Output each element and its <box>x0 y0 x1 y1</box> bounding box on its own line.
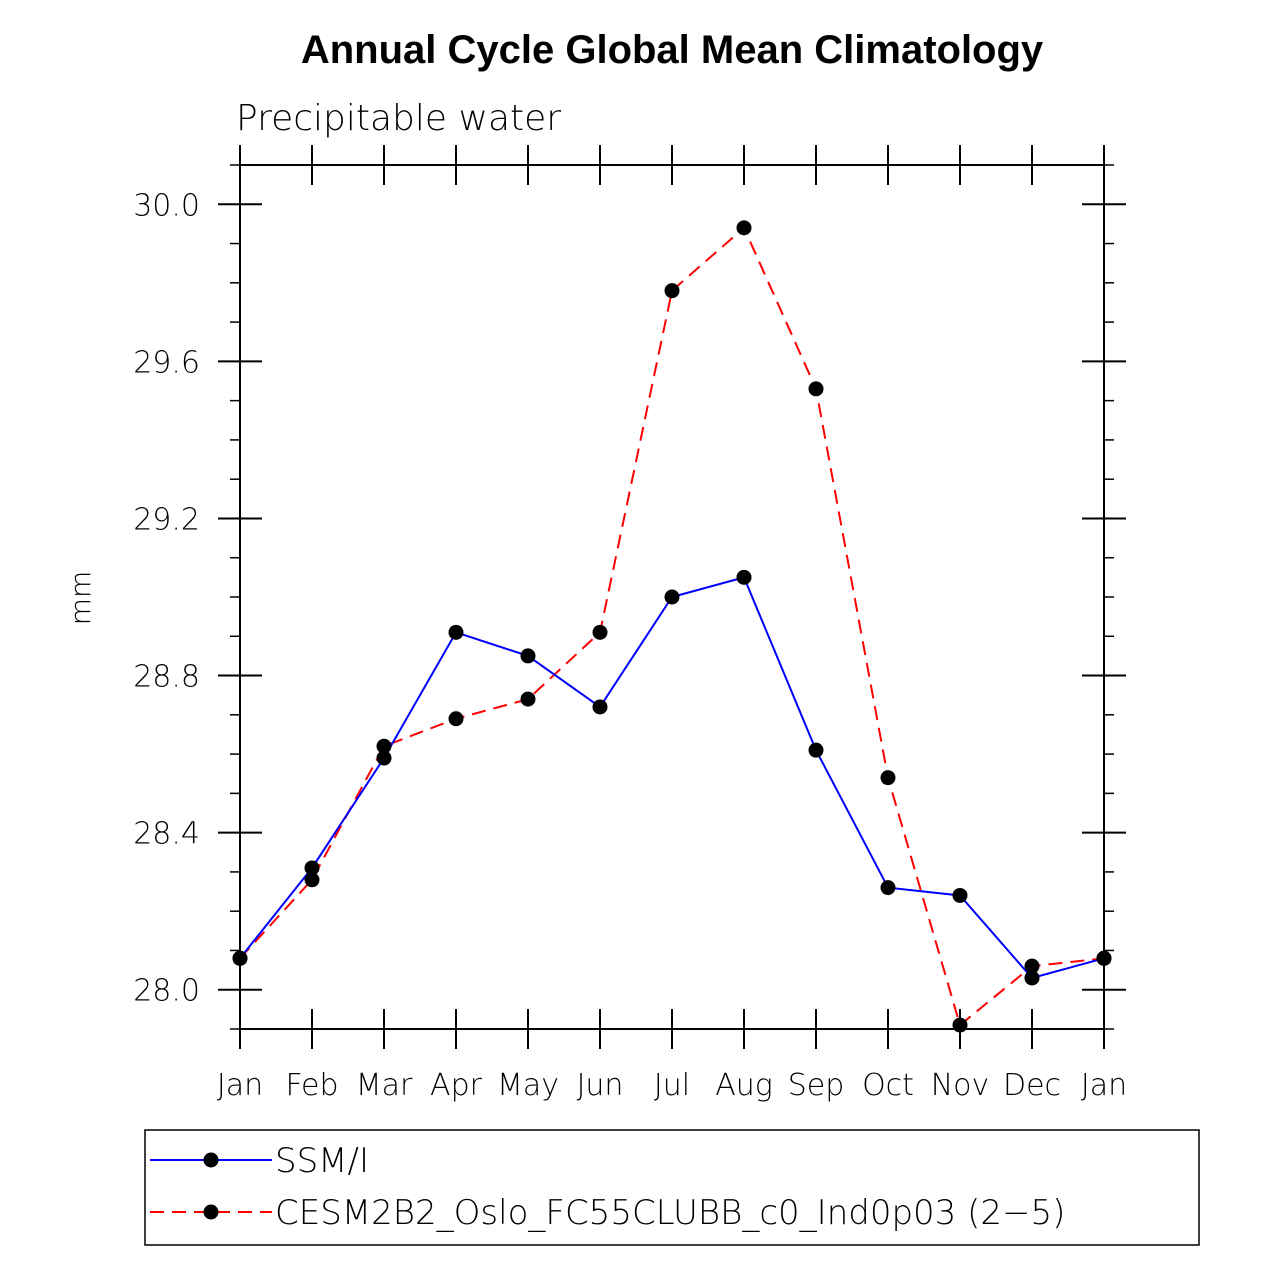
legend-label-0: SSM/I <box>275 1141 369 1181</box>
x-tick-label: Jan <box>217 1068 263 1103</box>
x-tick-label: Nov <box>931 1068 990 1103</box>
x-tick-label: Feb <box>285 1068 338 1103</box>
data-point <box>304 860 320 876</box>
y-tick-label: 29.6 <box>133 345 200 380</box>
y-tick-label: 30.0 <box>133 188 200 223</box>
data-point <box>880 880 896 896</box>
x-tick-label: Dec <box>1003 1068 1061 1103</box>
chart-title: Annual Cycle Global Mean Climatology <box>301 28 1044 72</box>
plot-frame <box>239 164 1105 1030</box>
legend: SSM/I CESM2B2_Oslo_FC55CLUBB_c0_Ind0p03 (… <box>144 1129 1200 1246</box>
y-tick-label: 28.4 <box>133 817 200 852</box>
data-point <box>808 742 824 758</box>
data-point <box>448 711 464 727</box>
y-tick-label: 28.8 <box>133 660 200 695</box>
legend-label-1: CESM2B2_Oslo_FC55CLUBB_c0_Ind0p03 (2−5) <box>275 1193 1065 1233</box>
legend-marker-1 <box>203 1204 219 1220</box>
x-tick-label: Jul <box>654 1068 690 1103</box>
y-axis-label: mm <box>64 571 97 626</box>
y-tick-label: 28.0 <box>133 974 200 1009</box>
data-point <box>304 872 320 888</box>
data-point <box>736 569 752 585</box>
data-point <box>952 1017 968 1033</box>
legend-marker-0 <box>203 1152 219 1168</box>
legend-box <box>144 1129 1200 1246</box>
data-point <box>520 691 536 707</box>
data-point <box>448 624 464 640</box>
y-tick-label: 29.2 <box>133 502 200 537</box>
x-tick-label: Jan <box>1081 1068 1127 1103</box>
data-point <box>592 624 608 640</box>
series-line-1 <box>239 226 1105 1027</box>
data-point <box>1024 958 1040 974</box>
x-tick-label: Aug <box>715 1068 773 1103</box>
data-point <box>808 381 824 397</box>
data-point <box>520 648 536 664</box>
x-tick-label: May <box>497 1068 559 1103</box>
x-tick-label: Jun <box>577 1068 624 1103</box>
data-point <box>376 750 392 766</box>
data-point <box>1024 970 1040 986</box>
x-tick-label: Apr <box>430 1068 483 1103</box>
data-point <box>376 738 392 754</box>
x-tick-label: Oct <box>862 1068 914 1103</box>
data-point <box>592 699 608 715</box>
x-tick-label: Sep <box>788 1068 845 1103</box>
data-point <box>736 220 752 236</box>
data-point <box>664 283 680 299</box>
data-point <box>664 589 680 605</box>
series-line-0 <box>239 576 1105 980</box>
x-tick-label: Mar <box>356 1068 413 1103</box>
data-point <box>880 770 896 786</box>
data-point <box>952 887 968 903</box>
chart-subtitle: Precipitable water <box>236 98 561 139</box>
